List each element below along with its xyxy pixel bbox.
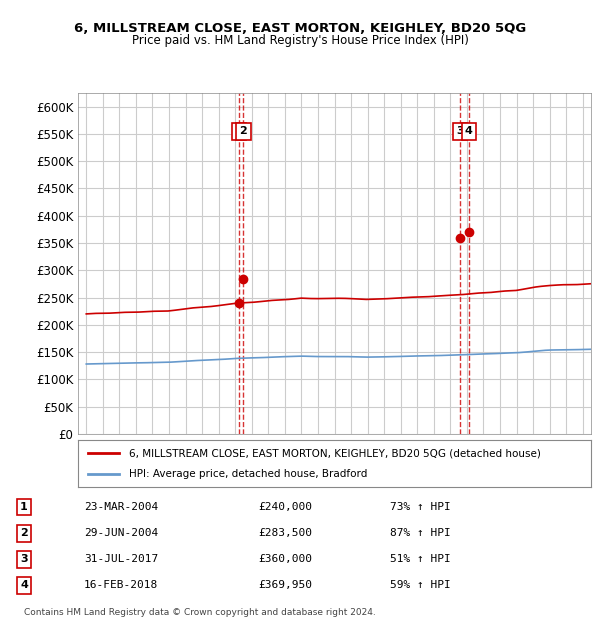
Text: 1: 1	[20, 502, 28, 512]
Text: £283,500: £283,500	[258, 528, 312, 538]
Text: Price paid vs. HM Land Registry's House Price Index (HPI): Price paid vs. HM Land Registry's House …	[131, 34, 469, 47]
Text: 4: 4	[465, 126, 473, 136]
Text: 3: 3	[20, 554, 28, 564]
Text: HPI: Average price, detached house, Bradford: HPI: Average price, detached house, Brad…	[130, 469, 368, 479]
Text: 73% ↑ HPI: 73% ↑ HPI	[390, 502, 451, 512]
Text: 29-JUN-2004: 29-JUN-2004	[84, 528, 158, 538]
Text: 2: 2	[20, 528, 28, 538]
Text: Contains HM Land Registry data © Crown copyright and database right 2024.: Contains HM Land Registry data © Crown c…	[24, 608, 376, 617]
Text: 23-MAR-2004: 23-MAR-2004	[84, 502, 158, 512]
Text: 87% ↑ HPI: 87% ↑ HPI	[390, 528, 451, 538]
Text: 2: 2	[239, 126, 247, 136]
Text: 3: 3	[456, 126, 464, 136]
Text: 59% ↑ HPI: 59% ↑ HPI	[390, 580, 451, 590]
Text: 16-FEB-2018: 16-FEB-2018	[84, 580, 158, 590]
Text: 4: 4	[20, 580, 28, 590]
Text: 51% ↑ HPI: 51% ↑ HPI	[390, 554, 451, 564]
Text: 6, MILLSTREAM CLOSE, EAST MORTON, KEIGHLEY, BD20 5QG (detached house): 6, MILLSTREAM CLOSE, EAST MORTON, KEIGHL…	[130, 448, 541, 458]
Text: 1: 1	[235, 126, 243, 136]
Text: 6, MILLSTREAM CLOSE, EAST MORTON, KEIGHLEY, BD20 5QG: 6, MILLSTREAM CLOSE, EAST MORTON, KEIGHL…	[74, 22, 526, 35]
Text: 31-JUL-2017: 31-JUL-2017	[84, 554, 158, 564]
Text: £240,000: £240,000	[258, 502, 312, 512]
Text: £360,000: £360,000	[258, 554, 312, 564]
Text: £369,950: £369,950	[258, 580, 312, 590]
